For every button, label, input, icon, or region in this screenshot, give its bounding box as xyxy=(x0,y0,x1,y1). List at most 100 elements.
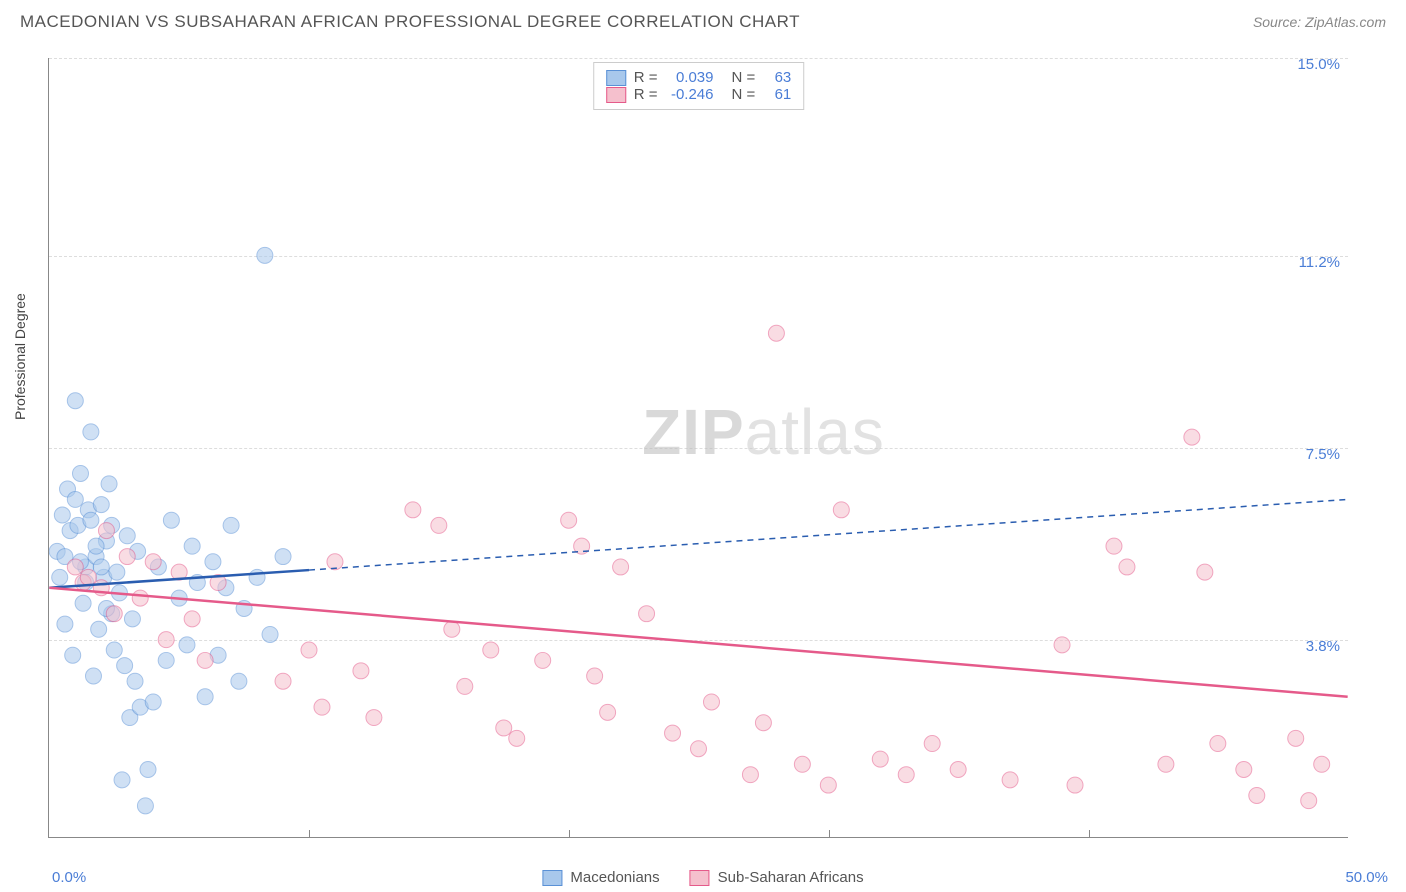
data-point xyxy=(275,673,291,689)
data-point xyxy=(496,720,512,736)
data-point xyxy=(1301,793,1317,809)
data-point xyxy=(140,761,156,777)
r-value: -0.246 xyxy=(666,86,714,103)
data-point xyxy=(1184,429,1200,445)
data-point xyxy=(163,512,179,528)
data-point xyxy=(109,564,125,580)
data-point xyxy=(158,652,174,668)
data-point xyxy=(742,767,758,783)
data-point xyxy=(833,502,849,518)
data-point xyxy=(98,523,114,539)
data-point xyxy=(93,559,109,575)
data-point xyxy=(1249,787,1265,803)
source-attribution: Source: ZipAtlas.com xyxy=(1253,14,1386,30)
data-point xyxy=(405,502,421,518)
chart-plot-area: R = 0.039 N = 63 R = -0.246 N = 61 ZIPat… xyxy=(48,58,1348,838)
legend-swatch xyxy=(606,70,626,86)
data-point xyxy=(1119,559,1135,575)
r-label: R = xyxy=(634,69,658,86)
data-point xyxy=(117,658,133,674)
data-point xyxy=(353,663,369,679)
n-value: 63 xyxy=(763,69,791,86)
x-axis-min-label: 0.0% xyxy=(52,869,86,886)
n-value: 61 xyxy=(763,86,791,103)
data-point xyxy=(257,247,273,263)
n-label: N = xyxy=(732,86,756,103)
series-legend: Macedonians Sub-Saharan Africans xyxy=(542,869,863,886)
data-point xyxy=(145,554,161,570)
x-axis-max-label: 50.0% xyxy=(1345,869,1388,886)
legend-label: Sub-Saharan Africans xyxy=(718,869,864,886)
data-point xyxy=(205,554,221,570)
data-point xyxy=(106,642,122,658)
legend-swatch xyxy=(606,87,626,103)
data-point xyxy=(301,642,317,658)
data-point xyxy=(509,730,525,746)
data-point xyxy=(483,642,499,658)
data-point xyxy=(639,606,655,622)
data-point xyxy=(755,715,771,731)
data-point xyxy=(820,777,836,793)
legend-label: Macedonians xyxy=(570,869,659,886)
data-point xyxy=(1288,730,1304,746)
data-point xyxy=(249,569,265,585)
r-value: 0.039 xyxy=(666,69,714,86)
data-point xyxy=(1158,756,1174,772)
data-point xyxy=(327,554,343,570)
data-point xyxy=(1210,736,1226,752)
data-point xyxy=(665,725,681,741)
y-axis-label: Professional Degree xyxy=(12,293,28,420)
scatter-plot-svg xyxy=(49,58,1348,837)
data-point xyxy=(794,756,810,772)
data-point xyxy=(75,595,91,611)
data-point xyxy=(587,668,603,684)
data-point xyxy=(67,559,83,575)
data-point xyxy=(275,549,291,565)
data-point xyxy=(67,393,83,409)
data-point xyxy=(114,772,130,788)
stats-row: R = -0.246 N = 61 xyxy=(606,86,792,103)
data-point xyxy=(950,761,966,777)
legend-swatch xyxy=(542,870,562,886)
data-point xyxy=(93,497,109,513)
data-point xyxy=(898,767,914,783)
data-point xyxy=(184,538,200,554)
data-point xyxy=(67,491,83,507)
data-point xyxy=(444,621,460,637)
data-point xyxy=(57,616,73,632)
data-point xyxy=(1236,761,1252,777)
data-point xyxy=(88,538,104,554)
data-point xyxy=(924,736,940,752)
legend-swatch xyxy=(690,870,710,886)
data-point xyxy=(85,668,101,684)
data-point xyxy=(124,611,140,627)
data-point xyxy=(366,710,382,726)
data-point xyxy=(223,517,239,533)
data-point xyxy=(1197,564,1213,580)
data-point xyxy=(691,741,707,757)
data-point xyxy=(184,611,200,627)
data-point xyxy=(1054,637,1070,653)
data-point xyxy=(145,694,161,710)
stats-row: R = 0.039 N = 63 xyxy=(606,69,792,86)
data-point xyxy=(127,673,143,689)
data-point xyxy=(872,751,888,767)
data-point xyxy=(262,626,278,642)
data-point xyxy=(561,512,577,528)
stats-legend: R = 0.039 N = 63 R = -0.246 N = 61 xyxy=(593,62,805,110)
data-point xyxy=(314,699,330,715)
data-point xyxy=(52,569,68,585)
data-point xyxy=(91,621,107,637)
legend-item: Macedonians xyxy=(542,869,659,886)
data-point xyxy=(197,652,213,668)
data-point xyxy=(1314,756,1330,772)
data-point xyxy=(179,637,195,653)
data-point xyxy=(101,476,117,492)
data-point xyxy=(158,632,174,648)
data-point xyxy=(119,549,135,565)
data-point xyxy=(613,559,629,575)
data-point xyxy=(457,678,473,694)
data-point xyxy=(535,652,551,668)
trend-line-dashed xyxy=(309,499,1348,570)
data-point xyxy=(54,507,70,523)
